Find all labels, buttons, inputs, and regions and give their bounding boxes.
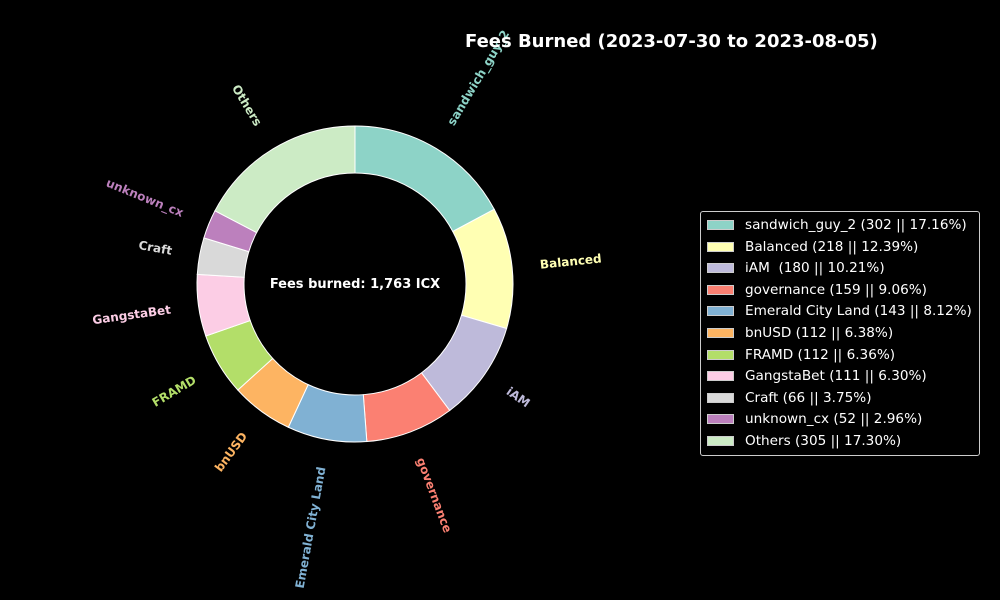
slice-balanced — [452, 208, 514, 330]
donut-slices — [196, 125, 514, 443]
legend-item: governance (159 || 9.06%) — [701, 280, 979, 302]
slice-label-gangstabet: GangstaBet — [91, 303, 172, 328]
legend-label: Others (305 || 17.30%) — [745, 432, 902, 449]
legend-label: unknown_cx (52 || 2.96%) — [745, 411, 923, 428]
slice-label-emerald-city-land: Emerald City Land — [293, 466, 329, 590]
legend-item: Others (305 || 17.30%) — [701, 431, 979, 453]
legend-label: bnUSD (112 || 6.38%) — [745, 324, 894, 341]
slice-label-bnusd: bnUSD — [212, 430, 250, 475]
slice-label-others: Others — [229, 82, 265, 128]
slice-label-governance: governance — [414, 456, 455, 535]
slice-label-balanced: Balanced — [539, 251, 602, 271]
legend-item: Balanced (218 || 12.39%) — [701, 237, 979, 259]
slice-label-iam: iAM — [504, 384, 533, 410]
legend-swatch — [707, 435, 734, 446]
legend-item: Emerald City Land (143 || 8.12%) — [701, 301, 979, 323]
legend-swatch — [707, 220, 734, 230]
legend-label: iAM (180 || 10.21%) — [745, 260, 885, 277]
legend-label: governance (159 || 9.06%) — [745, 281, 927, 298]
legend-swatch — [707, 327, 734, 338]
center-label: Fees burned: 1,763 ICX — [270, 277, 440, 292]
legend-item: sandwich_guy_2 (302 || 17.16%) — [701, 215, 979, 237]
legend-swatch — [707, 306, 734, 317]
legend-swatch — [707, 284, 734, 295]
slice-label-unknown-cx: unknown_cx — [104, 176, 186, 221]
legend-item: iAM (180 || 10.21%) — [701, 258, 979, 280]
legend-swatch — [707, 241, 734, 252]
legend-swatch — [707, 392, 734, 403]
legend-label: Craft (66 || 3.75%) — [745, 389, 872, 406]
slice-others — [214, 125, 356, 234]
slice-label-craft: Craft — [137, 238, 173, 258]
legend-label: GangstaBet (111 || 6.30%) — [745, 368, 927, 385]
chart-title: Fees Burned (2023-07-30 to 2023-08-05) — [465, 31, 878, 52]
legend-swatch — [707, 263, 734, 274]
legend-label: Emerald City Land (143 || 8.12%) — [745, 303, 972, 320]
legend-item: unknown_cx (52 || 2.96%) — [701, 409, 979, 431]
legend-swatch — [707, 349, 734, 360]
slice-label-framd: FRAMD — [150, 373, 199, 410]
legend-swatch — [707, 414, 734, 425]
legend-swatch — [707, 371, 734, 382]
legend-label: FRAMD (112 || 6.36%) — [745, 346, 896, 363]
slice-labels: sandwich_guy_2BalancediAMgovernanceEmera… — [91, 28, 602, 590]
legend-label: sandwich_guy_2 (302 || 17.16%) — [745, 217, 967, 233]
legend-item: GangstaBet (111 || 6.30%) — [701, 366, 979, 388]
legend-item: bnUSD (112 || 6.38%) — [701, 323, 979, 345]
legend-item: FRAMD (112 || 6.36%) — [701, 345, 979, 367]
slice-sandwich-guy-2 — [354, 125, 495, 233]
legend: sandwich_guy_2 (302 || 17.16%) Balanced (… — [700, 211, 980, 456]
legend-item: Craft (66 || 3.75%) — [701, 388, 979, 410]
legend-label: Balanced (218 || 12.39%) — [745, 238, 919, 255]
